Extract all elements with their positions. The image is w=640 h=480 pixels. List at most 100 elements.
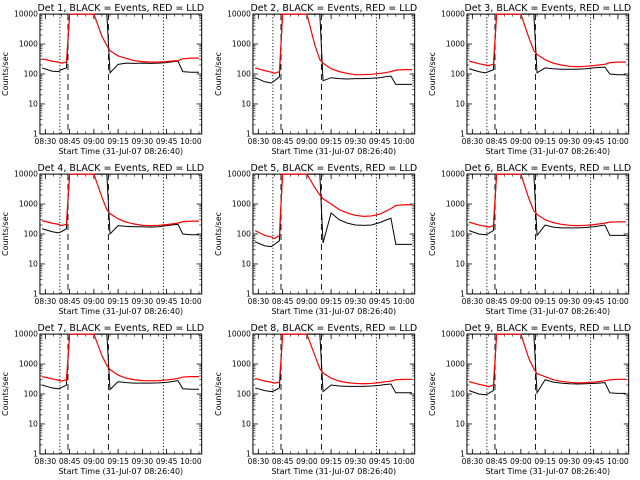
lld-series-line bbox=[255, 333, 413, 385]
y-tick-label: 10 bbox=[28, 259, 38, 268]
y-tick-label: 10000 bbox=[14, 330, 38, 339]
x-tick-label: 10:00 bbox=[607, 137, 629, 146]
y-axis-label: Counts/sec bbox=[1, 372, 10, 416]
panel-title: Det 3, BLACK = Events, RED = LLD bbox=[464, 3, 631, 14]
x-tick-label: 08:45 bbox=[272, 137, 294, 146]
y-tick-label: 1000 bbox=[232, 40, 251, 49]
events-series-line bbox=[468, 173, 626, 237]
plot-frame bbox=[466, 13, 629, 135]
plot-frame bbox=[252, 333, 416, 455]
y-tick-label: 1000 bbox=[446, 360, 465, 369]
events-series-line bbox=[468, 333, 626, 396]
events-series-line bbox=[255, 13, 413, 85]
y-tick-label: 10 bbox=[242, 99, 252, 108]
y-tick-label: 1000 bbox=[446, 40, 465, 49]
x-tick-label: 09:00 bbox=[510, 297, 532, 306]
y-tick-label: 10 bbox=[242, 419, 252, 428]
events-series-line bbox=[41, 173, 199, 236]
y-tick-label: 100 bbox=[450, 70, 465, 79]
panel-title: Det 8, BLACK = Events, RED = LLD bbox=[251, 323, 418, 334]
y-tick-label: 10000 bbox=[441, 330, 465, 339]
y-tick-label: 10000 bbox=[228, 10, 252, 19]
y-tick-label: 100 bbox=[24, 230, 39, 239]
x-tick-label: 09:15 bbox=[534, 457, 556, 466]
y-axis-label: Counts/sec bbox=[1, 212, 10, 256]
y-tick-label: 1000 bbox=[19, 360, 38, 369]
y-tick-label: 1 bbox=[460, 289, 465, 298]
detector-panel-7: Det 7, BLACK = Events, RED = LLD 1 10 100 10… bbox=[1, 323, 204, 476]
x-tick-label: 09:15 bbox=[107, 297, 129, 306]
events-series-line bbox=[255, 333, 413, 394]
x-tick-label: 08:45 bbox=[485, 137, 507, 146]
y-tick-label: 100 bbox=[24, 390, 39, 399]
plot-frame bbox=[252, 13, 416, 135]
x-tick-label: 09:30 bbox=[345, 297, 367, 306]
x-tick-label: 09:15 bbox=[107, 137, 129, 146]
y-axis-label: Counts/sec bbox=[1, 52, 10, 96]
x-tick-label: 08:30 bbox=[248, 457, 270, 466]
y-tick-label: 10000 bbox=[14, 170, 38, 179]
x-axis-label: Start Time (31-Jul-07 08:26:40) bbox=[58, 307, 183, 316]
x-tick-label: 09:30 bbox=[345, 457, 367, 466]
detector-panel-5: Det 5, BLACK = Events, RED = LLD 1 10 100 10… bbox=[214, 163, 417, 316]
x-tick-label: 09:30 bbox=[132, 457, 154, 466]
x-tick-label: 09:45 bbox=[583, 297, 605, 306]
plot-frame bbox=[466, 173, 629, 295]
plot-frame bbox=[39, 333, 203, 455]
x-tick-label: 08:30 bbox=[461, 297, 483, 306]
panel-title: Det 2, BLACK = Events, RED = LLD bbox=[251, 3, 418, 14]
x-tick-label: 09:00 bbox=[296, 297, 318, 306]
lld-series-line bbox=[41, 173, 199, 227]
panel-title: Det 6, BLACK = Events, RED = LLD bbox=[464, 163, 631, 174]
x-tick-label: 09:00 bbox=[510, 137, 532, 146]
y-tick-label: 1 bbox=[33, 289, 38, 298]
lld-series-line bbox=[255, 13, 413, 76]
y-tick-label: 1 bbox=[33, 449, 38, 458]
y-tick-label: 10000 bbox=[14, 10, 38, 19]
detector-panel-6: Det 6, BLACK = Events, RED = LLD 1 10 100 10… bbox=[428, 163, 631, 316]
x-tick-label: 09:45 bbox=[369, 137, 391, 146]
y-tick-label: 100 bbox=[450, 230, 465, 239]
y-tick-label: 1000 bbox=[19, 200, 38, 209]
detector-panel-1: Det 1, BLACK = Events, RED = LLD 1 10 100 10… bbox=[1, 3, 204, 156]
y-tick-label: 10000 bbox=[441, 170, 465, 179]
x-tick-label: 09:15 bbox=[534, 297, 556, 306]
x-tick-label: 09:30 bbox=[132, 297, 154, 306]
x-axis-label: Start Time (31-Jul-07 08:26:40) bbox=[272, 307, 397, 316]
plot-frame bbox=[252, 173, 416, 295]
x-tick-label: 10:00 bbox=[180, 457, 202, 466]
x-tick-label: 09:45 bbox=[156, 137, 178, 146]
x-tick-label: 09:00 bbox=[83, 137, 105, 146]
x-tick-label: 08:30 bbox=[35, 137, 57, 146]
x-tick-label: 09:45 bbox=[369, 297, 391, 306]
x-tick-label: 08:30 bbox=[248, 137, 270, 146]
x-tick-label: 08:30 bbox=[461, 457, 483, 466]
x-tick-label: 09:45 bbox=[583, 137, 605, 146]
y-tick-label: 1 bbox=[247, 129, 252, 138]
y-axis-label: Counts/sec bbox=[428, 52, 437, 96]
detector-panel-2: Det 2, BLACK = Events, RED = LLD 1 10 100 10… bbox=[214, 3, 418, 156]
y-tick-label: 1000 bbox=[19, 40, 38, 49]
x-tick-label: 09:00 bbox=[296, 457, 318, 466]
y-tick-label: 100 bbox=[450, 390, 465, 399]
x-tick-label: 08:30 bbox=[35, 457, 57, 466]
y-axis-label: Counts/sec bbox=[428, 212, 437, 256]
y-tick-label: 10 bbox=[28, 419, 38, 428]
x-tick-label: 10:00 bbox=[607, 457, 629, 466]
y-tick-label: 1000 bbox=[232, 200, 251, 209]
x-axis-label: Start Time (31-Jul-07 08:26:40) bbox=[58, 147, 183, 156]
x-tick-label: 09:00 bbox=[83, 457, 105, 466]
x-tick-label: 10:00 bbox=[393, 297, 415, 306]
x-tick-label: 09:30 bbox=[132, 137, 154, 146]
y-tick-label: 100 bbox=[24, 70, 39, 79]
x-tick-label: 09:45 bbox=[583, 457, 605, 466]
x-axis-label: Start Time (31-Jul-07 08:26:40) bbox=[485, 307, 610, 316]
events-series-line bbox=[41, 13, 199, 74]
x-tick-label: 10:00 bbox=[393, 457, 415, 466]
x-axis-label: Start Time (31-Jul-07 08:26:40) bbox=[58, 467, 183, 476]
y-tick-label: 100 bbox=[237, 390, 252, 399]
x-axis-label: Start Time (31-Jul-07 08:26:40) bbox=[272, 147, 397, 156]
x-tick-label: 09:15 bbox=[534, 137, 556, 146]
x-tick-label: 08:45 bbox=[485, 457, 507, 466]
